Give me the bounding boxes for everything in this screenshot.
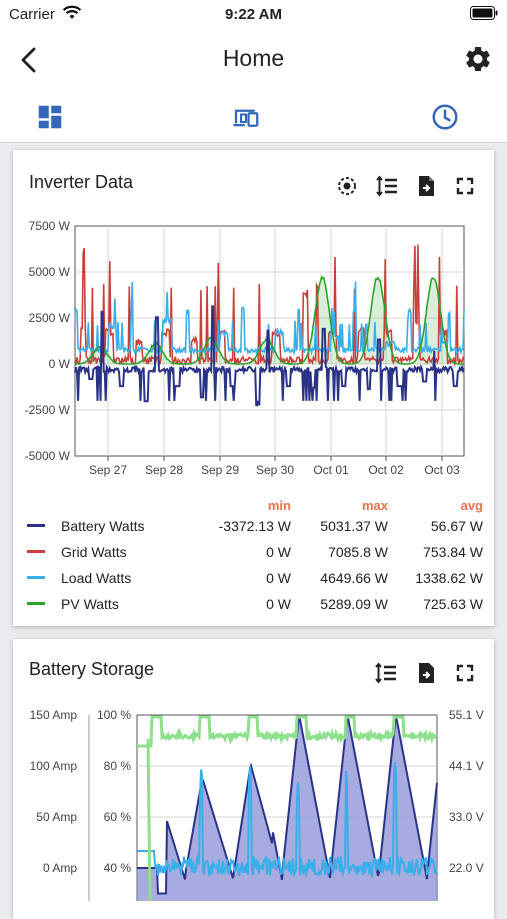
devices-icon[interactable]	[231, 102, 261, 132]
fullscreen-icon[interactable]	[453, 661, 477, 685]
legend-row-pv[interactable]: PV Watts 0 W 5289.09 W 725.63 W	[27, 594, 483, 616]
battery-swatch	[27, 524, 45, 527]
legend-min: 0 W	[266, 544, 291, 560]
current-amp-line	[137, 762, 438, 880]
page-title: Home	[222, 45, 285, 71]
stats-max-header: max	[361, 498, 388, 513]
clock-icon[interactable]	[430, 102, 460, 132]
pct-tick-label: 100 %	[97, 708, 131, 722]
legend-row-load[interactable]: Load Watts 0 W 4649.66 W 1338.62 W	[27, 568, 483, 590]
status-bar: Carrier 9:22 AM	[0, 0, 507, 28]
clock-time: 9:22 AM	[225, 6, 282, 23]
state-of-charge-area	[137, 715, 437, 901]
grid-swatch	[27, 550, 45, 553]
battery-watts-line	[74, 305, 465, 407]
x-tick-label: Sep 27	[89, 463, 127, 477]
y-tick-label: 7500 W	[29, 219, 71, 233]
pct-tick-label: 60 %	[104, 810, 132, 824]
back-arrow-icon[interactable]	[14, 44, 46, 76]
inverter-chart: 7500 W 5000 W 2500 W 0 W -2500 W -5000 W Sep …	[25, 219, 465, 477]
legend-avg: 56.67 W	[430, 518, 483, 534]
export-file-icon[interactable]	[414, 661, 438, 685]
volt-tick-label: 33.0 V	[449, 810, 484, 824]
pct-tick-label: 80 %	[104, 759, 132, 773]
inverter-data-card: Inverter Data 7500 W 5000 W 2500 W 0 W -2500…	[13, 150, 494, 626]
wifi-icon	[62, 5, 82, 19]
export-file-icon[interactable]	[414, 174, 438, 198]
amp-tick-label: 100 Amp	[30, 759, 78, 773]
gear-icon[interactable]	[463, 44, 493, 74]
battery-icon	[470, 6, 498, 20]
y-tick-label: 0 W	[49, 357, 71, 371]
y-tick-label: 2500 W	[29, 311, 71, 325]
amp-tick-label: 150 Amp	[30, 708, 78, 722]
stats-min-header: min	[267, 498, 291, 513]
legend-row-grid[interactable]: Grid Watts 0 W 7085.8 W 753.84 W	[27, 542, 483, 564]
dashboard-icon[interactable]	[35, 102, 65, 132]
legend-name: Load Watts	[61, 570, 132, 586]
battery-storage-card: Battery Storage 150 Amp 100 % 55.1 V 100 Am…	[13, 639, 494, 919]
x-tick-label: Sep 30	[256, 463, 294, 477]
inverter-card-title: Inverter Data	[29, 172, 134, 192]
voltage-drop-line	[146, 738, 152, 901]
legend-avg: 725.63 W	[423, 596, 483, 612]
x-tick-label: Oct 01	[313, 463, 349, 477]
stats-header: min max avg	[27, 498, 483, 516]
volt-tick-label: 22.0 V	[449, 861, 484, 875]
legend-name: Battery Watts	[61, 518, 145, 534]
carrier-label: Carrier	[9, 6, 55, 23]
voltage-line	[137, 715, 438, 748]
x-tick-label: Sep 29	[201, 463, 239, 477]
load-swatch	[27, 576, 45, 579]
sort-lines-icon[interactable]	[375, 174, 399, 198]
legend-row-battery[interactable]: Battery Watts -3372.13 W 5031.37 W 56.67…	[27, 516, 483, 538]
legend-min: 0 W	[266, 570, 291, 586]
center-focus-icon[interactable]	[335, 174, 359, 198]
amp-tick-label: 0 Amp	[43, 861, 77, 875]
x-tick-label: Sep 28	[145, 463, 183, 477]
pv-swatch	[27, 602, 45, 605]
navigation-bar: Home	[0, 28, 507, 92]
x-tick-label: Oct 02	[368, 463, 404, 477]
legend-max: 7085.8 W	[328, 544, 388, 560]
volt-tick-label: 55.1 V	[449, 708, 484, 722]
battery-storage-chart: 150 Amp 100 % 55.1 V 100 Amp 80 % 44.1 V 50 Am…	[30, 708, 484, 901]
legend-min: -3372.13 W	[218, 518, 291, 534]
legend-name: Grid Watts	[61, 544, 127, 560]
y-tick-label: -2500 W	[25, 403, 71, 417]
pct-tick-label: 40 %	[104, 861, 132, 875]
legend-max: 5031.37 W	[320, 518, 388, 534]
legend-avg: 1338.62 W	[415, 570, 483, 586]
legend-avg: 753.84 W	[423, 544, 483, 560]
stats-avg-header: avg	[460, 498, 483, 513]
sort-lines-icon[interactable]	[374, 661, 398, 685]
volt-tick-label: 44.1 V	[449, 759, 484, 773]
fullscreen-icon[interactable]	[453, 174, 477, 198]
tab-bar	[0, 92, 507, 143]
x-tick-label: Oct 03	[424, 463, 460, 477]
legend-name: PV Watts	[61, 596, 119, 612]
amp-tick-label: 50 Amp	[36, 810, 77, 824]
legend-max: 5289.09 W	[320, 596, 388, 612]
legend-min: 0 W	[266, 596, 291, 612]
storage-card-title: Battery Storage	[29, 659, 155, 679]
legend-max: 4649.66 W	[320, 570, 388, 586]
y-tick-label: -5000 W	[25, 449, 71, 463]
y-tick-label: 5000 W	[29, 265, 71, 279]
